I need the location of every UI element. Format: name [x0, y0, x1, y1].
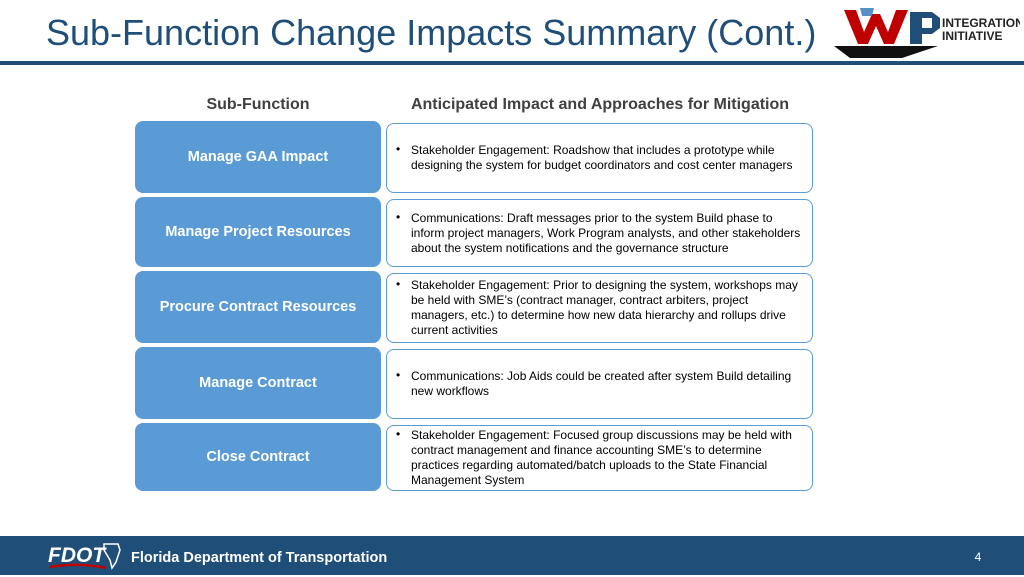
sub-function-box: Manage GAA Impact — [135, 121, 381, 193]
sub-function-box: Close Contract — [135, 423, 381, 491]
wp-integration-logo: INTEGRATION INITIATIVE — [830, 6, 1024, 58]
table-row: Manage GAA Impact • Stakeholder Engagemen… — [135, 121, 815, 193]
impact-box: • Stakeholder Engagement: Prior to design… — [386, 273, 813, 343]
impact-header: Anticipated Impact and Approaches for Mi… — [410, 96, 790, 113]
sub-function-box: Procure Contract Resources — [135, 271, 381, 343]
sub-function-box: Manage Contract — [135, 347, 381, 419]
fdot-logo: FDOT — [48, 540, 124, 572]
page-title: Sub-Function Change Impacts Summary (Con… — [46, 12, 817, 53]
impact-box: • Stakeholder Engagement: Roadshow that i… — [386, 123, 813, 193]
table-row: Manage Project Resources • Communications… — [135, 197, 815, 267]
impact-text: Stakeholder Engagement: Prior to designi… — [411, 278, 798, 337]
table-row: Close Contract • Stakeholder Engagement: … — [135, 423, 815, 491]
svg-text:INTEGRATION: INTEGRATION — [942, 16, 1020, 30]
table-row: Procure Contract Resources • Stakeholder … — [135, 271, 815, 343]
impact-box: • Communications: Draft messages prior to… — [386, 199, 813, 267]
sub-function-box: Manage Project Resources — [135, 197, 381, 267]
footer-bar: FDOT Florida Department of Transportatio… — [0, 536, 1024, 575]
sub-function-header: Sub-Function — [206, 96, 310, 113]
title-divider — [0, 61, 1024, 65]
impact-text: Stakeholder Engagement: Roadshow that in… — [411, 143, 793, 172]
svg-text:INITIATIVE: INITIATIVE — [942, 29, 1002, 43]
impact-text: Communications: Draft messages prior to … — [411, 210, 801, 255]
impact-box: • Stakeholder Engagement: Focused group d… — [386, 425, 813, 491]
page-number: 4 — [974, 550, 982, 564]
table-row: Manage Contract • Communications: Job Aid… — [135, 347, 815, 419]
svg-text:FDOT: FDOT — [48, 544, 107, 567]
impact-text: Stakeholder Engagement: Focused group di… — [411, 428, 792, 487]
footer-org-name: Florida Department of Transportation — [131, 550, 388, 566]
impact-box: • Communications: Job Aids could be creat… — [386, 349, 813, 419]
impact-text: Communications: Job Aids could be create… — [411, 369, 792, 398]
